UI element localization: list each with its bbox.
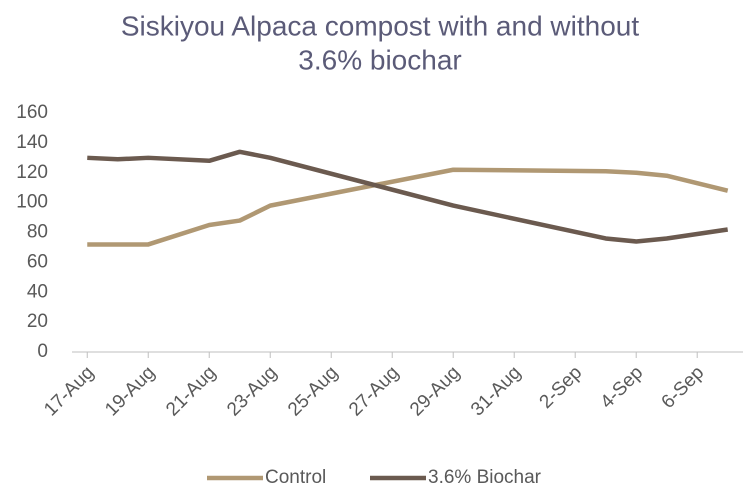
legend-label: 3.6% Biochar [428, 467, 542, 488]
x-tick-label: 31-Aug [467, 362, 525, 420]
x-tick-label: 25-Aug [284, 362, 342, 420]
x-tick-label: 19-Aug [101, 362, 159, 420]
series-line [87, 149, 729, 244]
y-tick-label: 60 [27, 251, 48, 272]
x-tick-label: 23-Aug [223, 362, 281, 420]
legend-label: Control [265, 467, 326, 488]
y-tick-label: 120 [16, 162, 48, 183]
x-tick-label: 29-Aug [406, 362, 464, 420]
y-tick-label: 100 [16, 192, 48, 213]
y-tick-label: 80 [27, 222, 48, 243]
series-line [87, 167, 729, 247]
x-tick-label: 6-Sep [658, 362, 709, 413]
y-tick-label: 140 [16, 132, 48, 153]
x-tick-label: 4-Sep [597, 362, 648, 413]
chart-title: 3.6% biochar [298, 44, 461, 75]
x-tick-label: 2-Sep [536, 362, 587, 413]
y-tick-label: 0 [37, 341, 48, 362]
y-tick-label: 20 [27, 311, 48, 332]
x-tick-label: 17-Aug [40, 362, 98, 420]
chart-title: Siskiyou Alpaca compost with and without [121, 10, 639, 41]
x-tick-label: 21-Aug [162, 362, 220, 420]
y-tick-label: 40 [27, 281, 48, 302]
y-tick-label: 160 [16, 102, 48, 123]
x-tick-label: 27-Aug [345, 362, 403, 420]
